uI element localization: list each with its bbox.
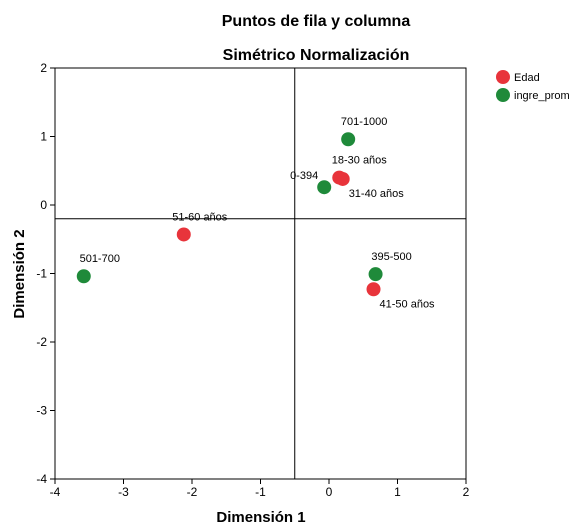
point-label: 701-1000 (341, 116, 388, 128)
point-label: 0-394 (290, 170, 318, 182)
legend-label: ingre_prom (514, 90, 570, 102)
y-tick-label: -2 (36, 335, 47, 349)
data-point (366, 282, 381, 297)
chart-subtitle: Simétrico Normalización (223, 47, 410, 64)
reference-lines (55, 68, 466, 479)
y-tick-label: 0 (40, 198, 47, 212)
x-tick-label: 1 (394, 485, 401, 499)
x-tick-label: -3 (118, 485, 129, 499)
legend-marker (496, 70, 510, 84)
data-point (341, 132, 356, 147)
y-tick-label: 1 (40, 130, 47, 144)
x-tick-label: -1 (255, 485, 266, 499)
point-label: 51-60 años (172, 211, 228, 223)
data-points: 18-30 años 31-40 años 41-50 años 51-60 años… (76, 116, 436, 310)
data-point (317, 180, 332, 195)
y-tick-label: 2 (40, 61, 47, 75)
x-tick-label: 2 (463, 485, 470, 499)
legend-label: Edad (514, 72, 540, 84)
data-point (76, 269, 91, 284)
chart-title: Puntos de fila y columna (222, 13, 411, 30)
data-point (335, 171, 350, 186)
data-point (368, 267, 383, 282)
point-label: 395-500 (371, 251, 411, 263)
legend: Edad ingre_prom (496, 70, 570, 102)
y-tick-label: -1 (36, 267, 47, 281)
y-tick-label: -3 (36, 404, 47, 418)
data-point (176, 227, 191, 242)
x-axis: -4 -3 -2 -1 0 1 2 (50, 479, 470, 499)
x-tick-label: -2 (187, 485, 198, 499)
y-axis-title: Dimensión 2 (11, 229, 28, 318)
y-axis: -4 -3 -2 -1 0 1 2 (36, 61, 55, 486)
y-tick-label: -4 (36, 472, 47, 486)
x-tick-label: 0 (326, 485, 333, 499)
point-label: 41-50 años (380, 298, 436, 310)
plot-area (54, 67, 467, 480)
point-label: 31-40 años (349, 188, 405, 200)
point-label: 18-30 años (332, 155, 388, 167)
legend-marker (496, 88, 510, 102)
x-axis-title: Dimensión 1 (216, 509, 305, 526)
point-label: 501-700 (80, 253, 120, 265)
x-tick-label: -4 (50, 485, 61, 499)
